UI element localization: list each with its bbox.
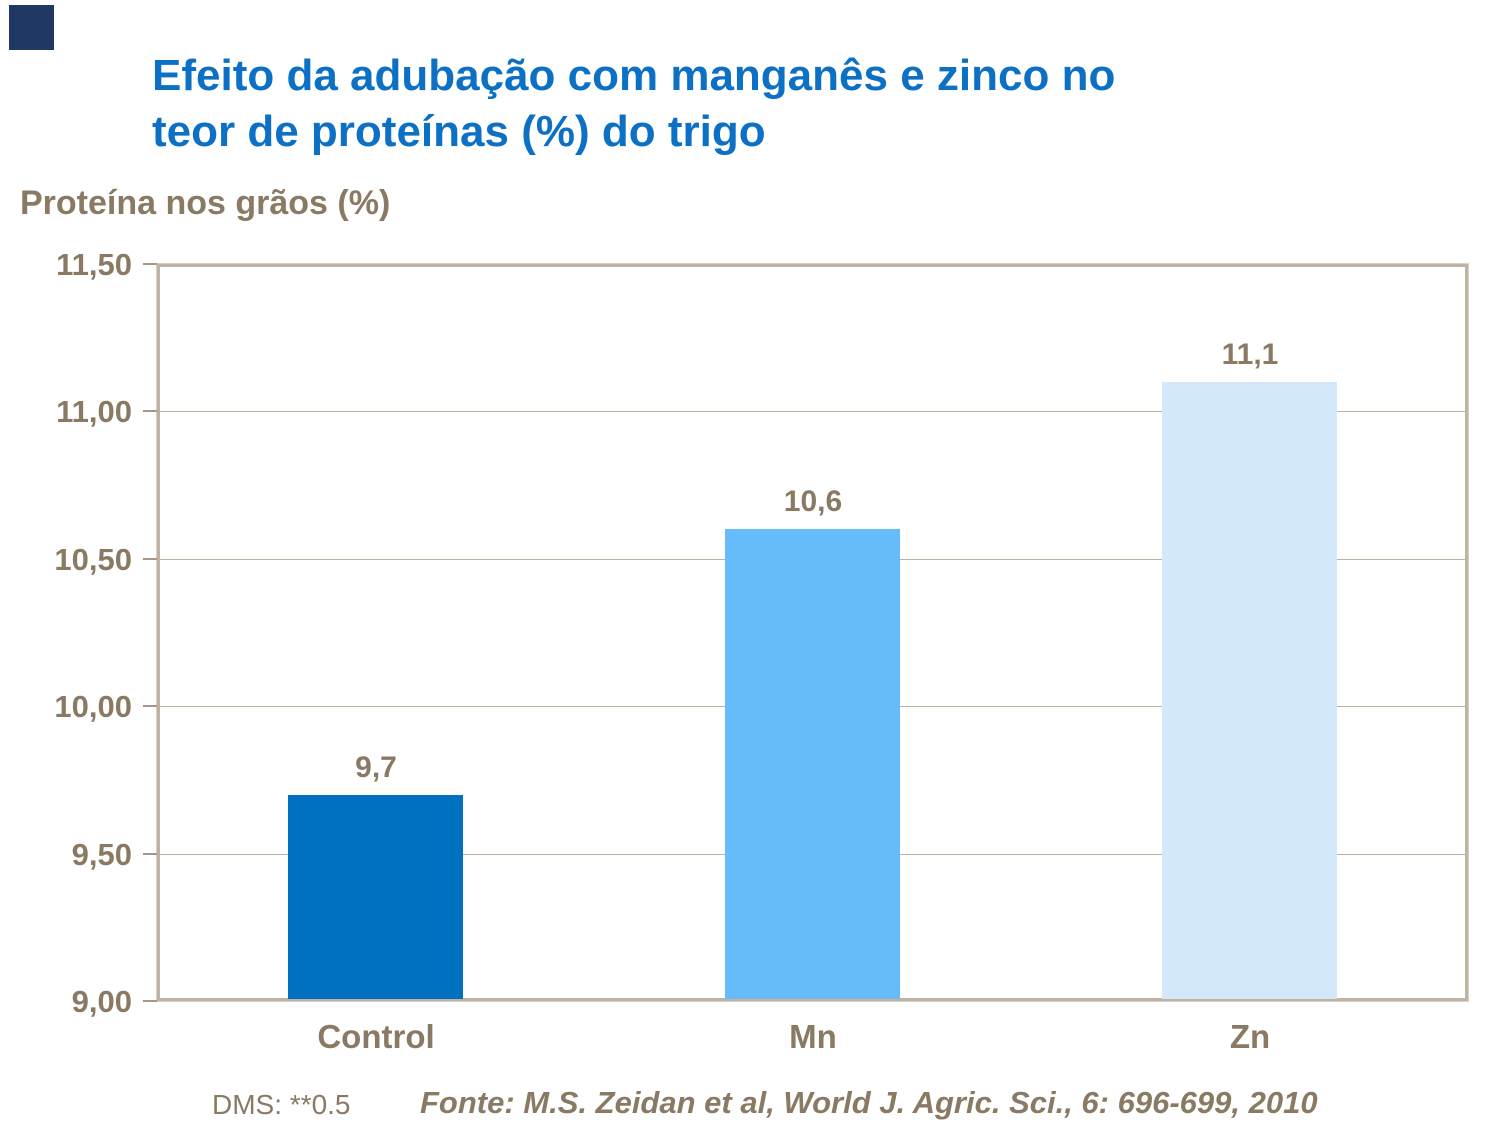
bar-value-label: 9,7 [355,751,397,784]
x-category-label: Control [317,1018,435,1055]
gridline [160,411,1465,412]
x-category-label: Zn [1229,1018,1271,1055]
bar-control [288,795,463,999]
chart-title-line1: Efeito da adubação com manganês e zinco … [152,51,1116,100]
source-citation: Fonte: M.S. Zeidan et al, World J. Agric… [420,1085,1318,1120]
y-axis-title: Proteína nos grãos (%) [20,184,391,222]
y-axis-tick-mark [143,705,157,707]
y-tick-label: 11,00 [56,394,132,429]
bar-value-label: 10,6 [783,485,843,518]
chart-title-line2: teor de proteínas (%) do trigo [152,107,766,156]
chart-title: Efeito da adubação com manganês e zinco … [152,48,1352,160]
y-tick-label: 11,50 [56,247,132,282]
y-axis-tick-mark [143,853,157,855]
corner-decoration-square [9,5,54,50]
bar-zn [1162,382,1337,999]
y-axis-tick-mark [143,1000,157,1002]
dms-note: DMS: **0.5 [212,1089,351,1120]
y-axis-tick-mark [143,558,157,560]
x-category-label: Mn [789,1018,837,1055]
y-tick-label: 10,00 [54,689,132,724]
y-tick-label: 9,50 [71,837,132,872]
y-tick-label: 9,00 [71,984,132,1019]
y-tick-label: 10,50 [54,542,132,577]
bar-value-label: 11,1 [1221,338,1279,371]
y-axis-tick-mark [143,410,157,412]
bar-mn [725,529,900,999]
y-axis-tick-mark [143,263,157,265]
